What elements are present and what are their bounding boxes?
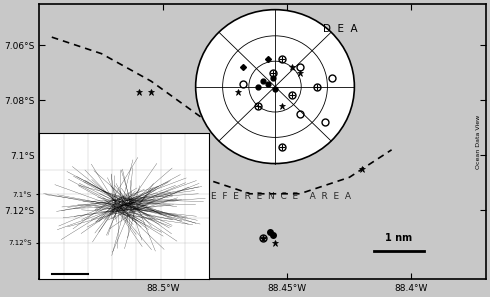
Text: 1 nm: 1 nm	[386, 233, 413, 243]
Ellipse shape	[196, 10, 354, 164]
Text: R  E  F  E  R  E  N  C  E    A  R  E  A: R E F E R E N C E A R E A	[199, 192, 351, 201]
Text: Ocean Data View: Ocean Data View	[476, 114, 481, 169]
Text: D  E  A: D E A	[322, 24, 357, 34]
